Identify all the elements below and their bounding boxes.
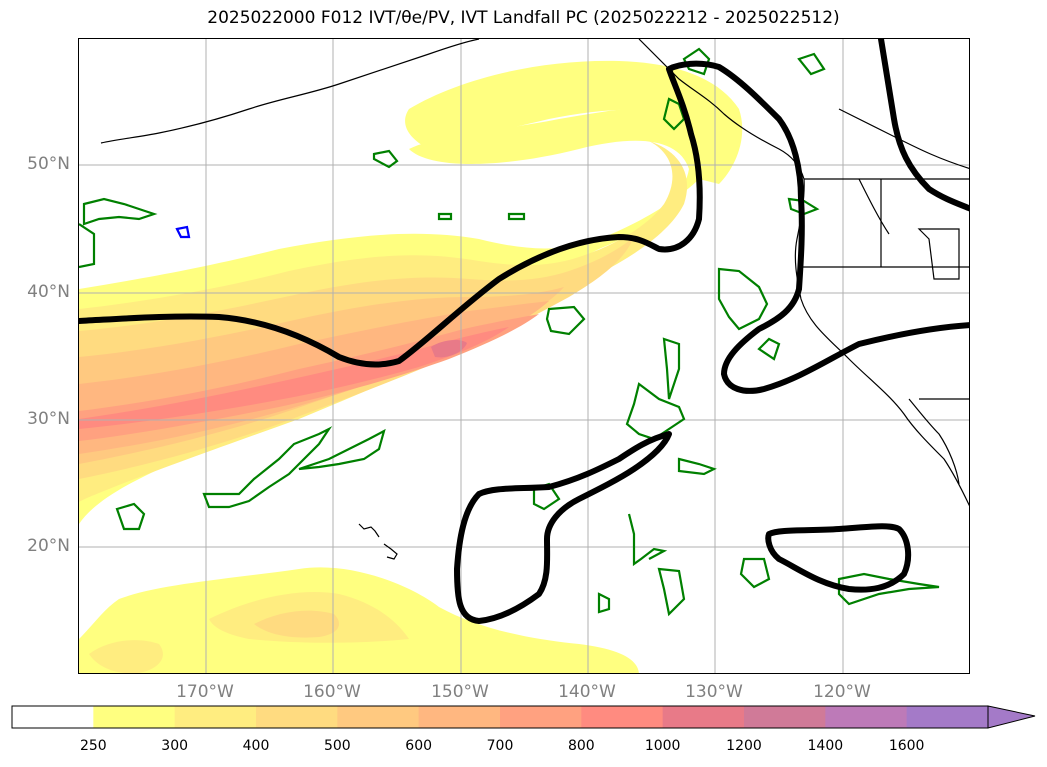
colorbar-tick-label: 1400	[807, 738, 844, 754]
coastlines	[100, 39, 969, 560]
colorbar-tick-label: 1600	[888, 738, 925, 754]
colorbar-swatch	[581, 706, 664, 728]
lon-label-170w: 170°W	[176, 682, 234, 702]
colorbar-swatch	[906, 706, 989, 728]
colorbar-extend-arrow	[987, 705, 1036, 729]
landfall-contours	[79, 39, 969, 624]
colorbar-tick-label: 600	[405, 738, 433, 754]
lon-label-130w: 130°W	[685, 682, 743, 702]
colorbar-outline	[11, 705, 989, 729]
pv-contour-blue	[175, 225, 191, 239]
graticule	[79, 39, 969, 673]
colorbar-swatch	[93, 706, 176, 728]
colorbar-tick-label: 250	[79, 738, 107, 754]
ivt-300-southwest	[89, 640, 163, 673]
colorbar-swatch	[337, 706, 420, 728]
colorbar-swatch	[256, 706, 338, 728]
colorbar-tick-label: 700	[486, 738, 514, 754]
figure-title: 2025022000 F012 IVT/θe/PV, IVT Landfall …	[207, 8, 840, 28]
lat-label-30n: 30°N	[27, 409, 70, 429]
colorbar-swatches	[12, 706, 989, 728]
lat-label-50n: 50°N	[27, 154, 70, 174]
colorbar-swatch	[825, 706, 908, 728]
colorbar-swatch	[418, 706, 501, 728]
lat-label-20n: 20°N	[27, 536, 70, 556]
colorbar-swatch	[744, 706, 826, 728]
ivt-250-top	[405, 60, 743, 184]
ivt-800-band	[79, 327, 509, 429]
colorbar-tick-label: 400	[242, 738, 270, 754]
lon-label-160w: 160°W	[303, 682, 361, 702]
map-panel[interactable]	[78, 38, 970, 674]
colorbar-swatch	[500, 706, 582, 728]
ivt-1000-spot	[431, 340, 467, 358]
lat-label-40n: 40°N	[27, 282, 70, 302]
colorbar-tick-label: 1000	[644, 738, 681, 754]
colorbar-tick-label: 800	[567, 738, 595, 754]
colorbar-tick-label: 500	[323, 738, 351, 754]
map-canvas	[79, 39, 969, 673]
colorbar-swatch	[662, 706, 745, 728]
colorbar-swatch	[174, 706, 257, 728]
ivt-400-south	[254, 610, 339, 638]
colorbar-swatch	[12, 706, 94, 728]
lon-label-150w: 150°W	[431, 682, 489, 702]
lon-label-120w: 120°W	[813, 682, 871, 702]
colorbar-tick-label: 300	[161, 738, 189, 754]
colorbar-tick-label: 1200	[726, 738, 762, 754]
lon-label-140w: 140°W	[558, 682, 616, 702]
